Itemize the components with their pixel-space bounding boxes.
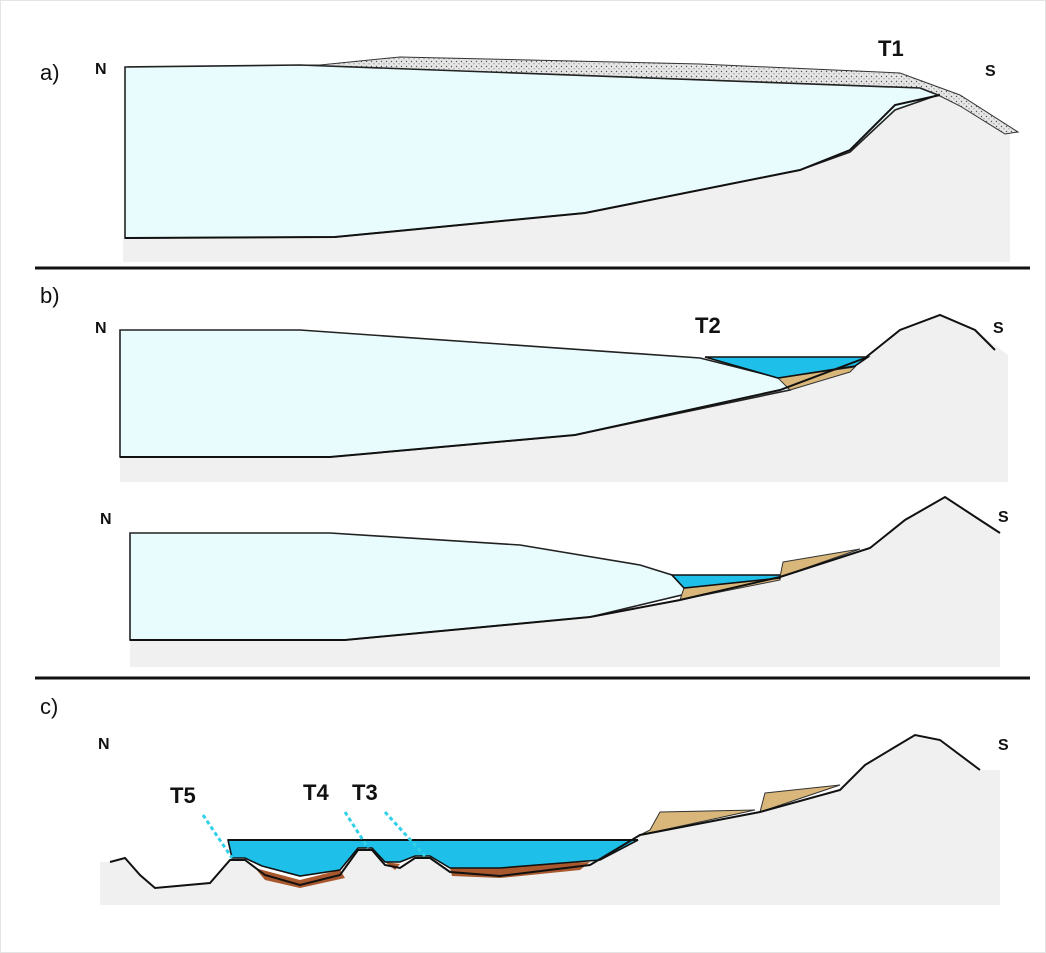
north-label: N xyxy=(100,511,112,528)
panel-label: c) xyxy=(40,694,58,719)
north-label: N xyxy=(98,736,110,753)
terrace-label: T1 xyxy=(878,36,904,61)
south-label: S xyxy=(985,63,996,80)
panel-c: c) N S T5 T4 T3 xyxy=(40,694,1009,905)
south-label: S xyxy=(993,320,1004,337)
terrace-pointer xyxy=(203,815,232,858)
panel-label: b) xyxy=(40,283,60,308)
south-label: S xyxy=(998,737,1009,754)
panel-label: a) xyxy=(40,60,60,85)
panel-b: b) N T2 S N S xyxy=(40,283,1009,667)
panel-a: a) N T1 S xyxy=(40,36,1018,262)
bedrock xyxy=(100,735,1000,905)
south-label: S xyxy=(998,509,1009,526)
terrace-label: T3 xyxy=(352,780,378,805)
diagram: a) N T1 S b) N T2 S N S c) N S T5 T4 T3 xyxy=(0,0,1046,953)
terrace-label: T4 xyxy=(303,780,329,805)
north-label: N xyxy=(95,61,107,78)
north-label: N xyxy=(95,320,107,337)
terrace-label: T2 xyxy=(695,313,721,338)
terrace-label: T5 xyxy=(170,783,196,808)
